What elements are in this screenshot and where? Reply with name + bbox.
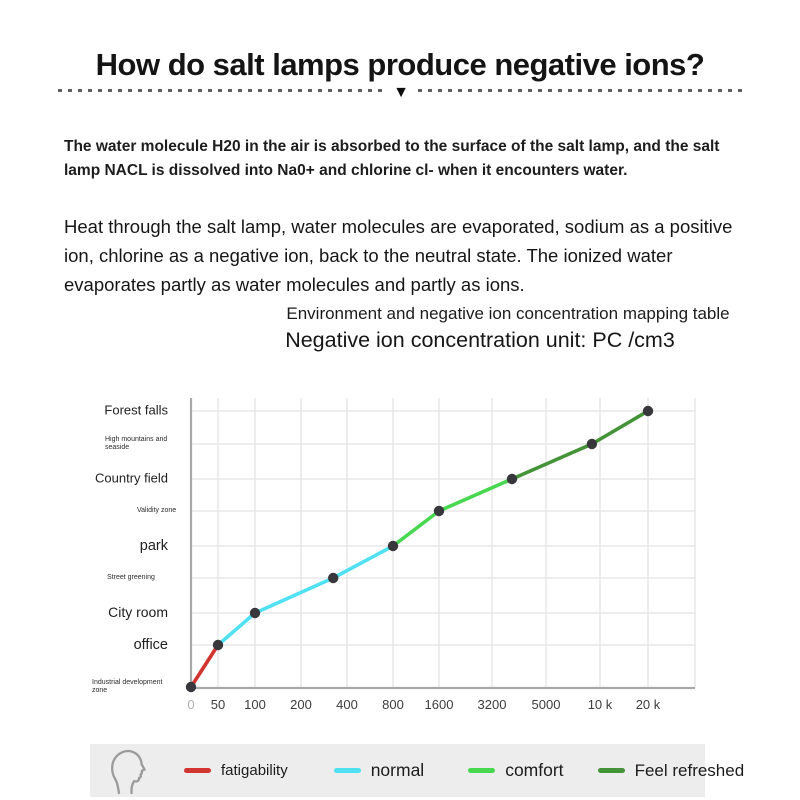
x-tick-label: 100	[244, 697, 266, 712]
page-title: How do salt lamps produce negative ions?	[95, 46, 705, 82]
data-point	[185, 681, 197, 693]
series-segment-comfort	[391, 477, 514, 548]
head-profile-icon	[111, 749, 146, 794]
chart-legend: fatigability normal comfort Feel refreshed	[90, 744, 744, 797]
data-point	[387, 540, 399, 552]
line-chart: 0 50 100 200 400 800 1600 3200 5000 10 k 20 k Fore…	[85, 378, 725, 723]
data-point	[506, 473, 518, 485]
x-tick-label: 3200	[478, 697, 507, 712]
y-category-label: park	[139, 537, 168, 554]
data-point	[586, 438, 598, 450]
y-category-label: Country field	[95, 470, 168, 486]
series-segment-normal	[216, 544, 395, 647]
legend-swatch	[184, 768, 211, 773]
x-tick-label: 50	[211, 697, 225, 712]
y-category-label: office	[133, 636, 168, 653]
legend-label: Feel refreshed	[634, 760, 745, 780]
x-tick-label: 20 k	[636, 697, 661, 712]
x-tick-label: 5000	[532, 697, 561, 712]
y-category-label: City room	[108, 604, 168, 621]
data-point	[212, 639, 224, 651]
x-tick-label: 0	[187, 697, 194, 712]
series-segment-feel-refreshed	[510, 409, 650, 481]
y-category-label: Forest falls	[104, 402, 168, 418]
intro-paragraph-1: The water molecule H20 in the air is abs…	[64, 137, 720, 179]
legend-label: normal	[370, 760, 425, 780]
x-tick-label: 400	[336, 697, 358, 712]
legend-item-comfort: comfort	[468, 760, 564, 781]
x-tick-label: 10 k	[588, 697, 613, 712]
data-point	[249, 607, 261, 619]
down-arrow-icon: ▼	[386, 82, 416, 104]
legend-label: fatigability	[221, 762, 288, 779]
y-category-label: High mountains and seaside	[105, 436, 168, 451]
legend-swatch	[468, 768, 496, 773]
legend-swatch	[333, 768, 361, 773]
legend-swatch	[597, 768, 625, 773]
y-category-label: Validity zone	[137, 507, 177, 515]
legend-item-normal: normal	[333, 760, 425, 781]
legend-item-fatigability: fatigability	[184, 762, 288, 779]
y-category-label: Industrial development zone	[92, 679, 163, 694]
chart-title: Environment and negative ion concentrati…	[286, 304, 730, 323]
chart-canvas: 0 50 100 200 400 800 1600 3200 5000 10 k 20 k	[185, 398, 696, 712]
intro-paragraph-2: Heat through the salt lamp, water molecu…	[64, 215, 733, 295]
data-point	[433, 505, 445, 517]
x-tick-label: 800	[382, 697, 404, 712]
legend-item-feel-refreshed: Feel refreshed	[597, 760, 745, 781]
x-tick-label: 1600	[425, 697, 454, 712]
series-segment-fatigability	[189, 643, 220, 689]
y-category-label: Street greening	[107, 574, 155, 582]
x-tick-label: 200	[290, 697, 312, 712]
chart-subtitle: Negative ion concentration unit: PC /cm3	[285, 328, 675, 352]
legend-label: comfort	[505, 760, 564, 780]
data-point	[328, 572, 339, 584]
data-point	[642, 405, 654, 417]
